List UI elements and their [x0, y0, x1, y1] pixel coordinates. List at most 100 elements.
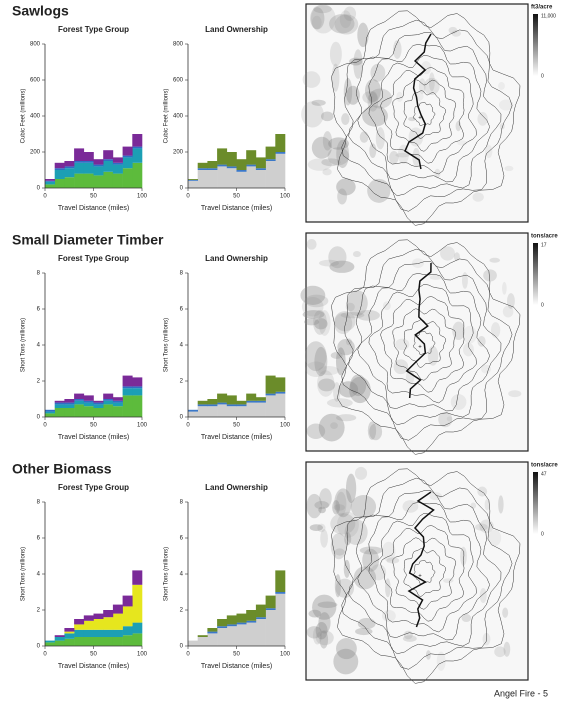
legend-max: 17	[541, 242, 547, 248]
map-shade	[461, 272, 468, 289]
area-segment	[64, 166, 75, 169]
map-shade	[370, 63, 386, 82]
contour	[348, 490, 502, 655]
area-segment	[103, 171, 114, 188]
area-segment	[236, 159, 247, 170]
y-tick-label: 6	[37, 536, 41, 542]
area-segment	[83, 400, 94, 403]
area-segment	[255, 400, 266, 403]
area-segment	[93, 159, 104, 165]
area-segment	[246, 610, 257, 621]
map-shade	[334, 311, 356, 332]
map-shade	[461, 614, 472, 623]
area-segment	[103, 629, 114, 637]
map-shade	[408, 116, 416, 122]
map-shade	[382, 301, 391, 311]
x-axis-label: Travel Distance (miles)	[201, 205, 272, 212]
area-segment	[54, 162, 65, 169]
map-shade	[306, 626, 322, 639]
area-segment	[236, 624, 247, 646]
x-tick-label: 0	[43, 652, 47, 658]
area-segment	[236, 613, 247, 623]
area-segment	[54, 179, 65, 188]
area-segment	[93, 404, 104, 408]
area-segment	[83, 615, 94, 621]
map-shade	[343, 77, 353, 106]
area-segment	[112, 613, 123, 630]
map-shade	[315, 622, 328, 640]
area-segment	[207, 633, 218, 646]
area-segment	[74, 400, 85, 405]
area-segment	[275, 134, 286, 152]
map-shade	[317, 366, 340, 376]
map-shade	[326, 398, 353, 408]
y-tick-label: 4	[37, 343, 41, 349]
map-shade	[389, 151, 399, 164]
area-segment	[255, 604, 266, 618]
area-segment	[112, 157, 123, 163]
map-shade	[367, 91, 379, 112]
chart-title: Land Ownership	[205, 25, 268, 34]
map-shade	[344, 519, 368, 545]
area-segment	[226, 166, 237, 169]
map-shade	[359, 546, 383, 555]
map-shade	[381, 609, 396, 622]
map-shade	[405, 369, 415, 385]
area-segment	[74, 173, 85, 188]
y-tick-label: 200	[173, 150, 184, 156]
area-segment	[246, 620, 257, 623]
map-shade	[365, 79, 381, 102]
map-shade	[350, 374, 367, 397]
area-segment	[197, 170, 208, 188]
area-segment	[45, 411, 55, 414]
area-segment	[265, 375, 276, 394]
map-shade	[450, 394, 467, 410]
y-tick-label: 2	[180, 379, 184, 385]
area-segment	[64, 168, 75, 178]
map-shade	[333, 382, 341, 402]
area-segment	[83, 173, 94, 188]
area-segment	[197, 637, 208, 646]
map-shade	[502, 305, 514, 318]
contour	[341, 19, 513, 212]
area-segment	[246, 150, 257, 165]
x-tick-label: 100	[137, 423, 148, 429]
map-shade	[301, 297, 324, 317]
area-segment	[197, 400, 208, 405]
y-tick-label: 6	[37, 307, 41, 313]
area-segment	[207, 168, 218, 170]
area-segment	[275, 391, 286, 394]
area-segment	[64, 638, 75, 646]
y-tick-label: 600	[173, 78, 184, 84]
map-shade	[452, 321, 465, 341]
map-shade	[334, 488, 352, 518]
map-shade	[332, 500, 340, 515]
area-segment	[132, 622, 143, 634]
area-segment	[103, 150, 114, 160]
map-shade	[345, 302, 355, 312]
map-shade	[334, 14, 359, 35]
area-segment	[197, 404, 208, 407]
map-shade	[429, 274, 442, 280]
x-tick-label: 0	[186, 652, 190, 658]
map-shade	[457, 140, 468, 146]
area-segment	[93, 166, 104, 176]
area-segment	[275, 152, 286, 154]
map-shade	[349, 57, 363, 66]
y-axis-label: Short Tons (millions)	[21, 318, 27, 372]
area-segment	[255, 157, 266, 169]
x-tick-label: 0	[43, 423, 47, 429]
map-shade	[385, 578, 391, 598]
map-shade	[362, 548, 380, 572]
map-shade	[317, 523, 326, 533]
area-segment	[217, 626, 228, 628]
x-axis-label: Travel Distance (miles)	[58, 205, 129, 212]
map-shade	[336, 414, 357, 422]
map-shade	[412, 147, 421, 167]
map-shade	[411, 258, 425, 269]
map-shade	[346, 85, 360, 105]
map-shade	[329, 41, 342, 67]
map-shade	[317, 601, 338, 609]
map-shade	[354, 466, 368, 480]
contour	[331, 10, 521, 226]
